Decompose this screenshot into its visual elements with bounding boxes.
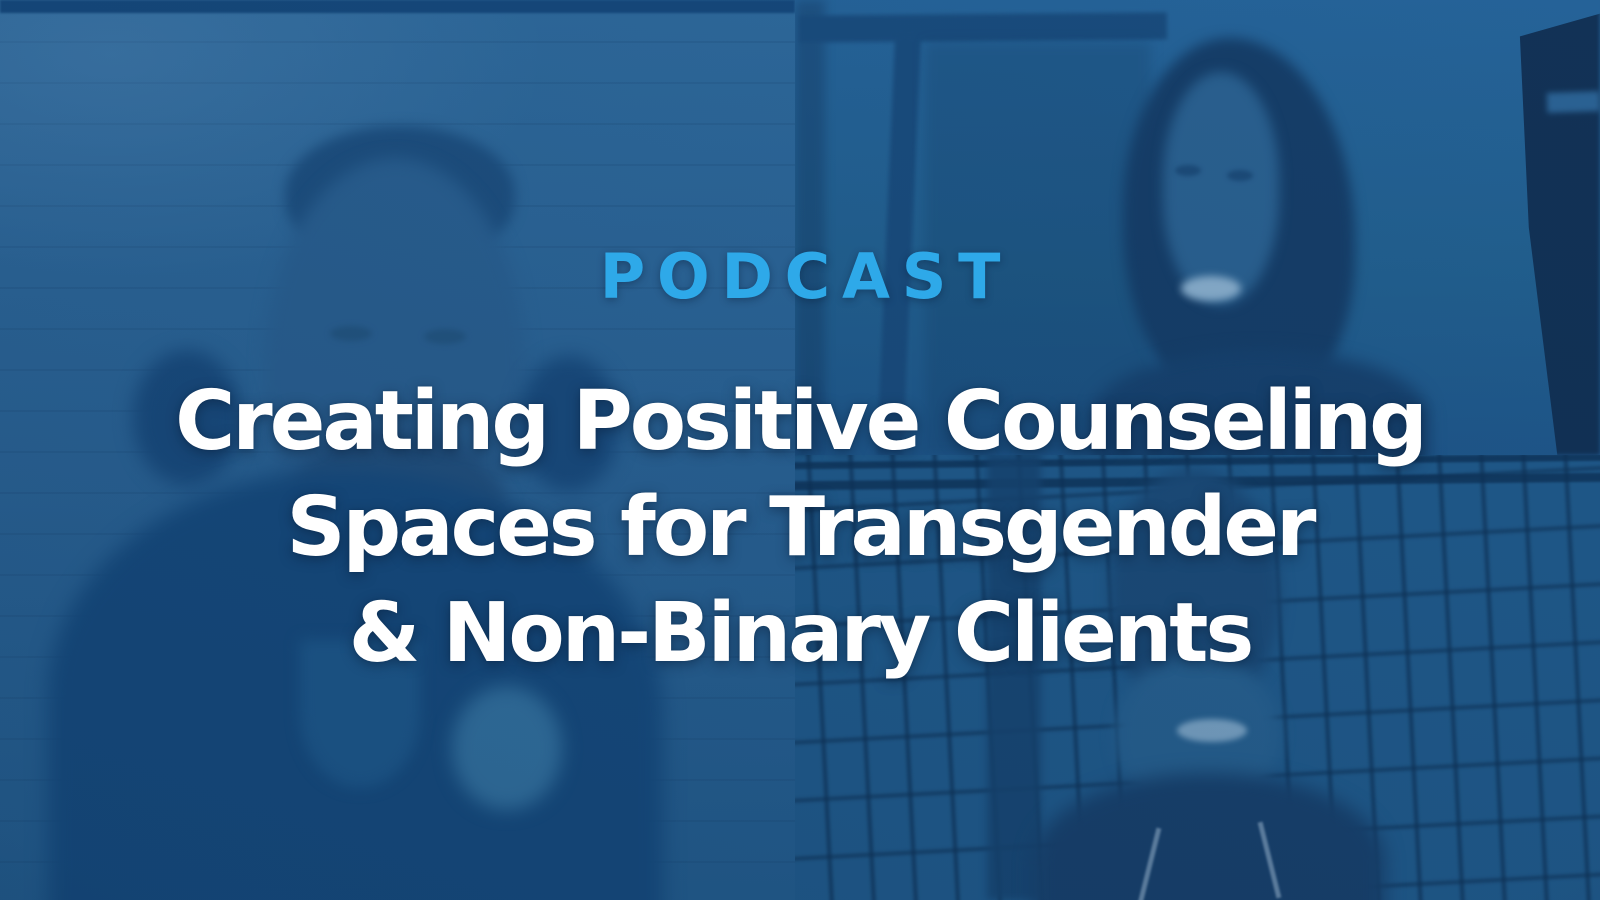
host-shirt [300, 640, 420, 788]
host-left-eye [330, 326, 372, 341]
ceiling-edge [0, 0, 795, 13]
guest1-left-eye [1175, 165, 1201, 176]
host-webcam-photo [0, 0, 795, 900]
guest2-smile [1177, 719, 1247, 742]
furniture-highlight [1546, 91, 1600, 113]
guest1-shoulders [1093, 350, 1428, 455]
chair-right-blob [518, 356, 620, 491]
guest1-smile [1181, 276, 1241, 301]
dark-furniture [1519, 13, 1600, 455]
guest-top-webcam-photo [795, 0, 1600, 455]
door-frame-post [876, 35, 921, 455]
guest1-face [1163, 72, 1279, 305]
chair-left-blob [133, 350, 241, 485]
guest-bottom-webcam-photo [795, 455, 1600, 900]
lattice-dark-divider [987, 455, 1041, 900]
door-frame-beam [798, 12, 1168, 43]
wall-shadow [795, 0, 825, 455]
host-right-eye [424, 329, 466, 344]
guest1-right-eye [1227, 170, 1253, 181]
host-hand [452, 686, 562, 810]
